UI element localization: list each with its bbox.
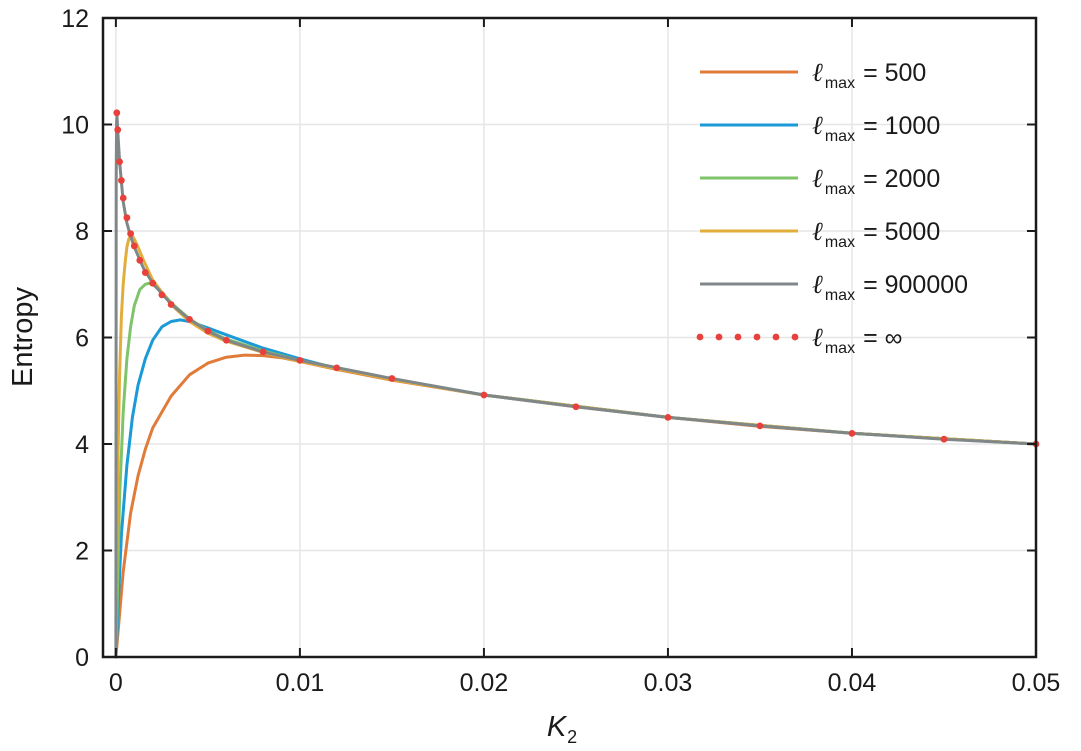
legend-label: ℓ max = 2000 [812,164,940,198]
data-point [296,356,304,364]
data-point [119,194,127,202]
data-point [136,256,144,264]
series-line [114,115,1038,659]
legend-swatch-dot [715,333,723,341]
legend-label: ℓ max = 5000 [812,217,940,251]
y-tick-label: 2 [75,538,89,566]
data-point [158,291,166,299]
y-axis-label: Entropy [7,287,39,387]
legend-label: ℓ max = 900000 [812,270,968,304]
data-point [113,109,121,117]
data-point [388,375,396,382]
x-tick-label: 0.01 [276,669,325,697]
legend-entry: ℓ max = ∞ [696,323,902,357]
legend-swatch-dot [753,333,761,341]
series-layer [113,109,1040,659]
data-point [664,413,672,421]
legend-entry: ℓ max = 1000 [700,111,940,145]
legend-entry: ℓ max = 2000 [700,164,940,198]
data-point [480,391,488,399]
legend-entry: ℓ max = 500 [700,58,926,92]
data-point [130,242,138,250]
data-point [756,422,764,430]
x-tick-label: 0 [109,669,123,697]
legend-swatch-dot [696,333,704,341]
y-tick-label: 0 [75,644,89,672]
legend-swatch-dot [791,333,799,341]
data-point [149,279,157,287]
legend-swatch-dot [734,333,742,341]
data-point [333,364,341,372]
tick-marks [103,17,1037,658]
legend-entry: ℓ max = 5000 [700,217,940,251]
x-tick-label: 0.04 [828,669,877,697]
legend-label: ℓ max = 1000 [812,111,940,145]
data-point [116,158,123,166]
data-point [940,435,948,443]
data-point [848,429,856,437]
y-tick-label: 4 [75,431,89,459]
series-line-inf [113,109,1040,448]
data-point [204,327,212,335]
legend-label: ℓ max = 500 [812,58,926,92]
y-tick-label: 8 [75,218,89,246]
data-point [186,315,193,323]
data-point [114,126,122,134]
x-tick-label: 0.03 [644,669,693,697]
data-point [127,230,135,238]
tick-labels: 0 0.01 0.02 0.03 0.04 0.05 0 2 4 6 8 10 12 [61,5,1060,697]
data-point [222,336,230,344]
grid-lines [103,17,1037,658]
data-point [141,269,149,276]
data-point [118,177,125,184]
legend: ℓ max = 500 ℓ max = 1000 ℓ max = 2000 ℓ max = 5000 ℓ… [696,58,968,357]
x-tick-label: 0.05 [1012,669,1061,697]
y-tick-label: 10 [61,112,89,140]
data-point [572,403,580,411]
data-point [123,214,131,222]
legend-entry: ℓ max = 900000 [700,270,968,304]
data-point [167,301,175,308]
x-tick-label: 0.02 [460,669,509,697]
y-tick-label: 6 [75,325,89,353]
legend-swatch-dot [772,333,780,341]
data-point [259,348,267,356]
x-axis-label: K2 [547,711,577,747]
legend-label: ℓ max = ∞ [812,323,902,357]
y-tick-label: 12 [61,5,89,33]
